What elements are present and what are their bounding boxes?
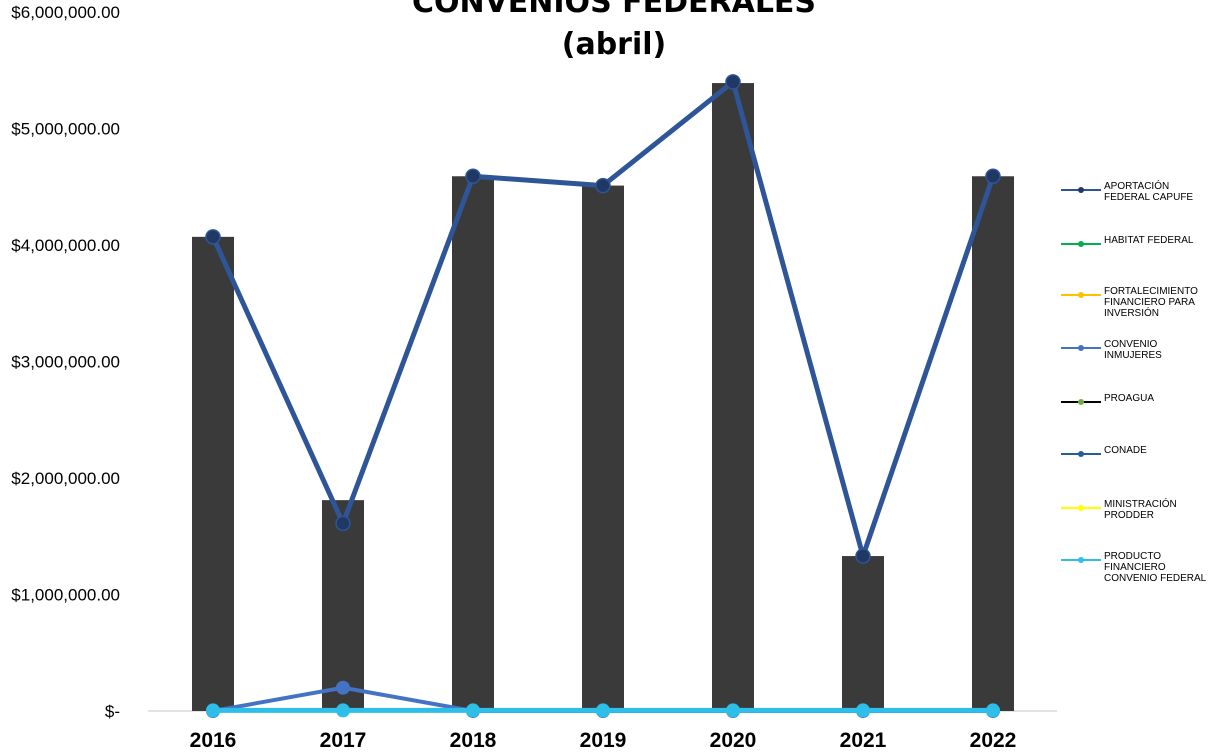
legend-marker: [1078, 292, 1084, 298]
y-tick-label: $1,000,000.00: [11, 586, 120, 605]
legend-label: FINANCIERO: [1104, 562, 1166, 573]
chart-title-line: CONVENIOS FEDERALES: [412, 0, 816, 20]
legend-label: PRODDER: [1104, 510, 1154, 521]
series-point: [595, 177, 611, 194]
legend-label: FORTALECIMIENTO: [1104, 286, 1198, 297]
series-point: [335, 515, 351, 532]
x-tick-label: 2018: [450, 729, 497, 751]
y-tick-label: $5,000,000.00: [11, 120, 120, 139]
bar-2022: [972, 176, 1014, 711]
line-series-7: [206, 703, 1000, 718]
x-tick-label: 2017: [320, 729, 367, 751]
legend-marker: [1078, 399, 1084, 405]
bar-2016: [192, 236, 234, 711]
series-point: [856, 703, 870, 718]
series-point: [206, 703, 220, 718]
legend-marker: [1078, 505, 1084, 511]
series-point: [985, 168, 1001, 185]
series-point: [725, 74, 741, 90]
x-tick-label: 2021: [840, 729, 887, 751]
series-point: [336, 703, 350, 718]
legend-marker: [1078, 451, 1084, 457]
y-tick-label: $3,000,000.00: [11, 353, 120, 372]
bar-2019: [582, 185, 624, 711]
series-point: [596, 703, 610, 718]
legend-label: INMUJERES: [1104, 350, 1162, 361]
y-axis: $- $1,000,000.00 $2,000,000.00 $3,000,000.0…: [11, 3, 120, 721]
legend-marker: [1078, 345, 1084, 351]
x-tick-label: 2016: [190, 729, 237, 751]
legend-item: CONADE: [1061, 445, 1147, 457]
legend-label: APORTACIÓN: [1104, 179, 1169, 192]
series-point: [205, 229, 221, 245]
legend-label: CONVENIO: [1104, 339, 1158, 350]
legend-marker: [1078, 241, 1084, 247]
series-point: [466, 703, 480, 718]
legend-label: CONVENIO FEDERAL: [1104, 573, 1207, 584]
legend-label: INVERSIÓN: [1104, 306, 1159, 319]
y-tick-label: $6,000,000.00: [11, 3, 120, 22]
legend-item: HABITAT FEDERAL: [1061, 235, 1194, 247]
legend-label: PROAGUA: [1104, 393, 1154, 404]
legend-marker: [1078, 187, 1084, 193]
x-tick-label: 2019: [580, 729, 627, 751]
line-series-0: [205, 74, 1001, 564]
bar-2021: [842, 556, 884, 711]
legend-label: MINISTRACIÓN: [1104, 497, 1177, 510]
bar-2018: [452, 176, 494, 711]
legend-label: PRODUCTO: [1104, 551, 1161, 562]
chart-title: CONVENIOS FEDERALES (abril): [412, 0, 816, 62]
legend-item: PROAGUA: [1061, 393, 1154, 405]
bar-series: [192, 83, 1014, 711]
chart-title-line: (abril): [562, 27, 667, 62]
series-point: [726, 703, 740, 718]
y-tick-label: $-: [105, 702, 120, 721]
series-point: [336, 680, 350, 695]
series-point: [855, 548, 871, 564]
bar-2017: [322, 500, 364, 711]
y-tick-label: $2,000,000.00: [11, 469, 120, 488]
legend-label: HABITAT FEDERAL: [1104, 235, 1194, 246]
series-point: [986, 703, 1000, 718]
x-tick-label: 2022: [970, 729, 1017, 751]
legend-label: FEDERAL CAPUFE: [1104, 192, 1193, 203]
y-tick-label: $4,000,000.00: [11, 236, 120, 255]
legend-label: CONADE: [1104, 445, 1147, 456]
series-point: [465, 168, 481, 185]
bar-2020: [712, 83, 754, 711]
legend-marker: [1078, 557, 1084, 563]
x-axis: 2016 2017 2018 2019 2020 2021 2022: [190, 729, 1017, 752]
legend-label: FINANCIERO PARA: [1104, 297, 1195, 308]
line-series-group: [205, 74, 1001, 718]
x-tick-label: 2020: [710, 729, 757, 751]
